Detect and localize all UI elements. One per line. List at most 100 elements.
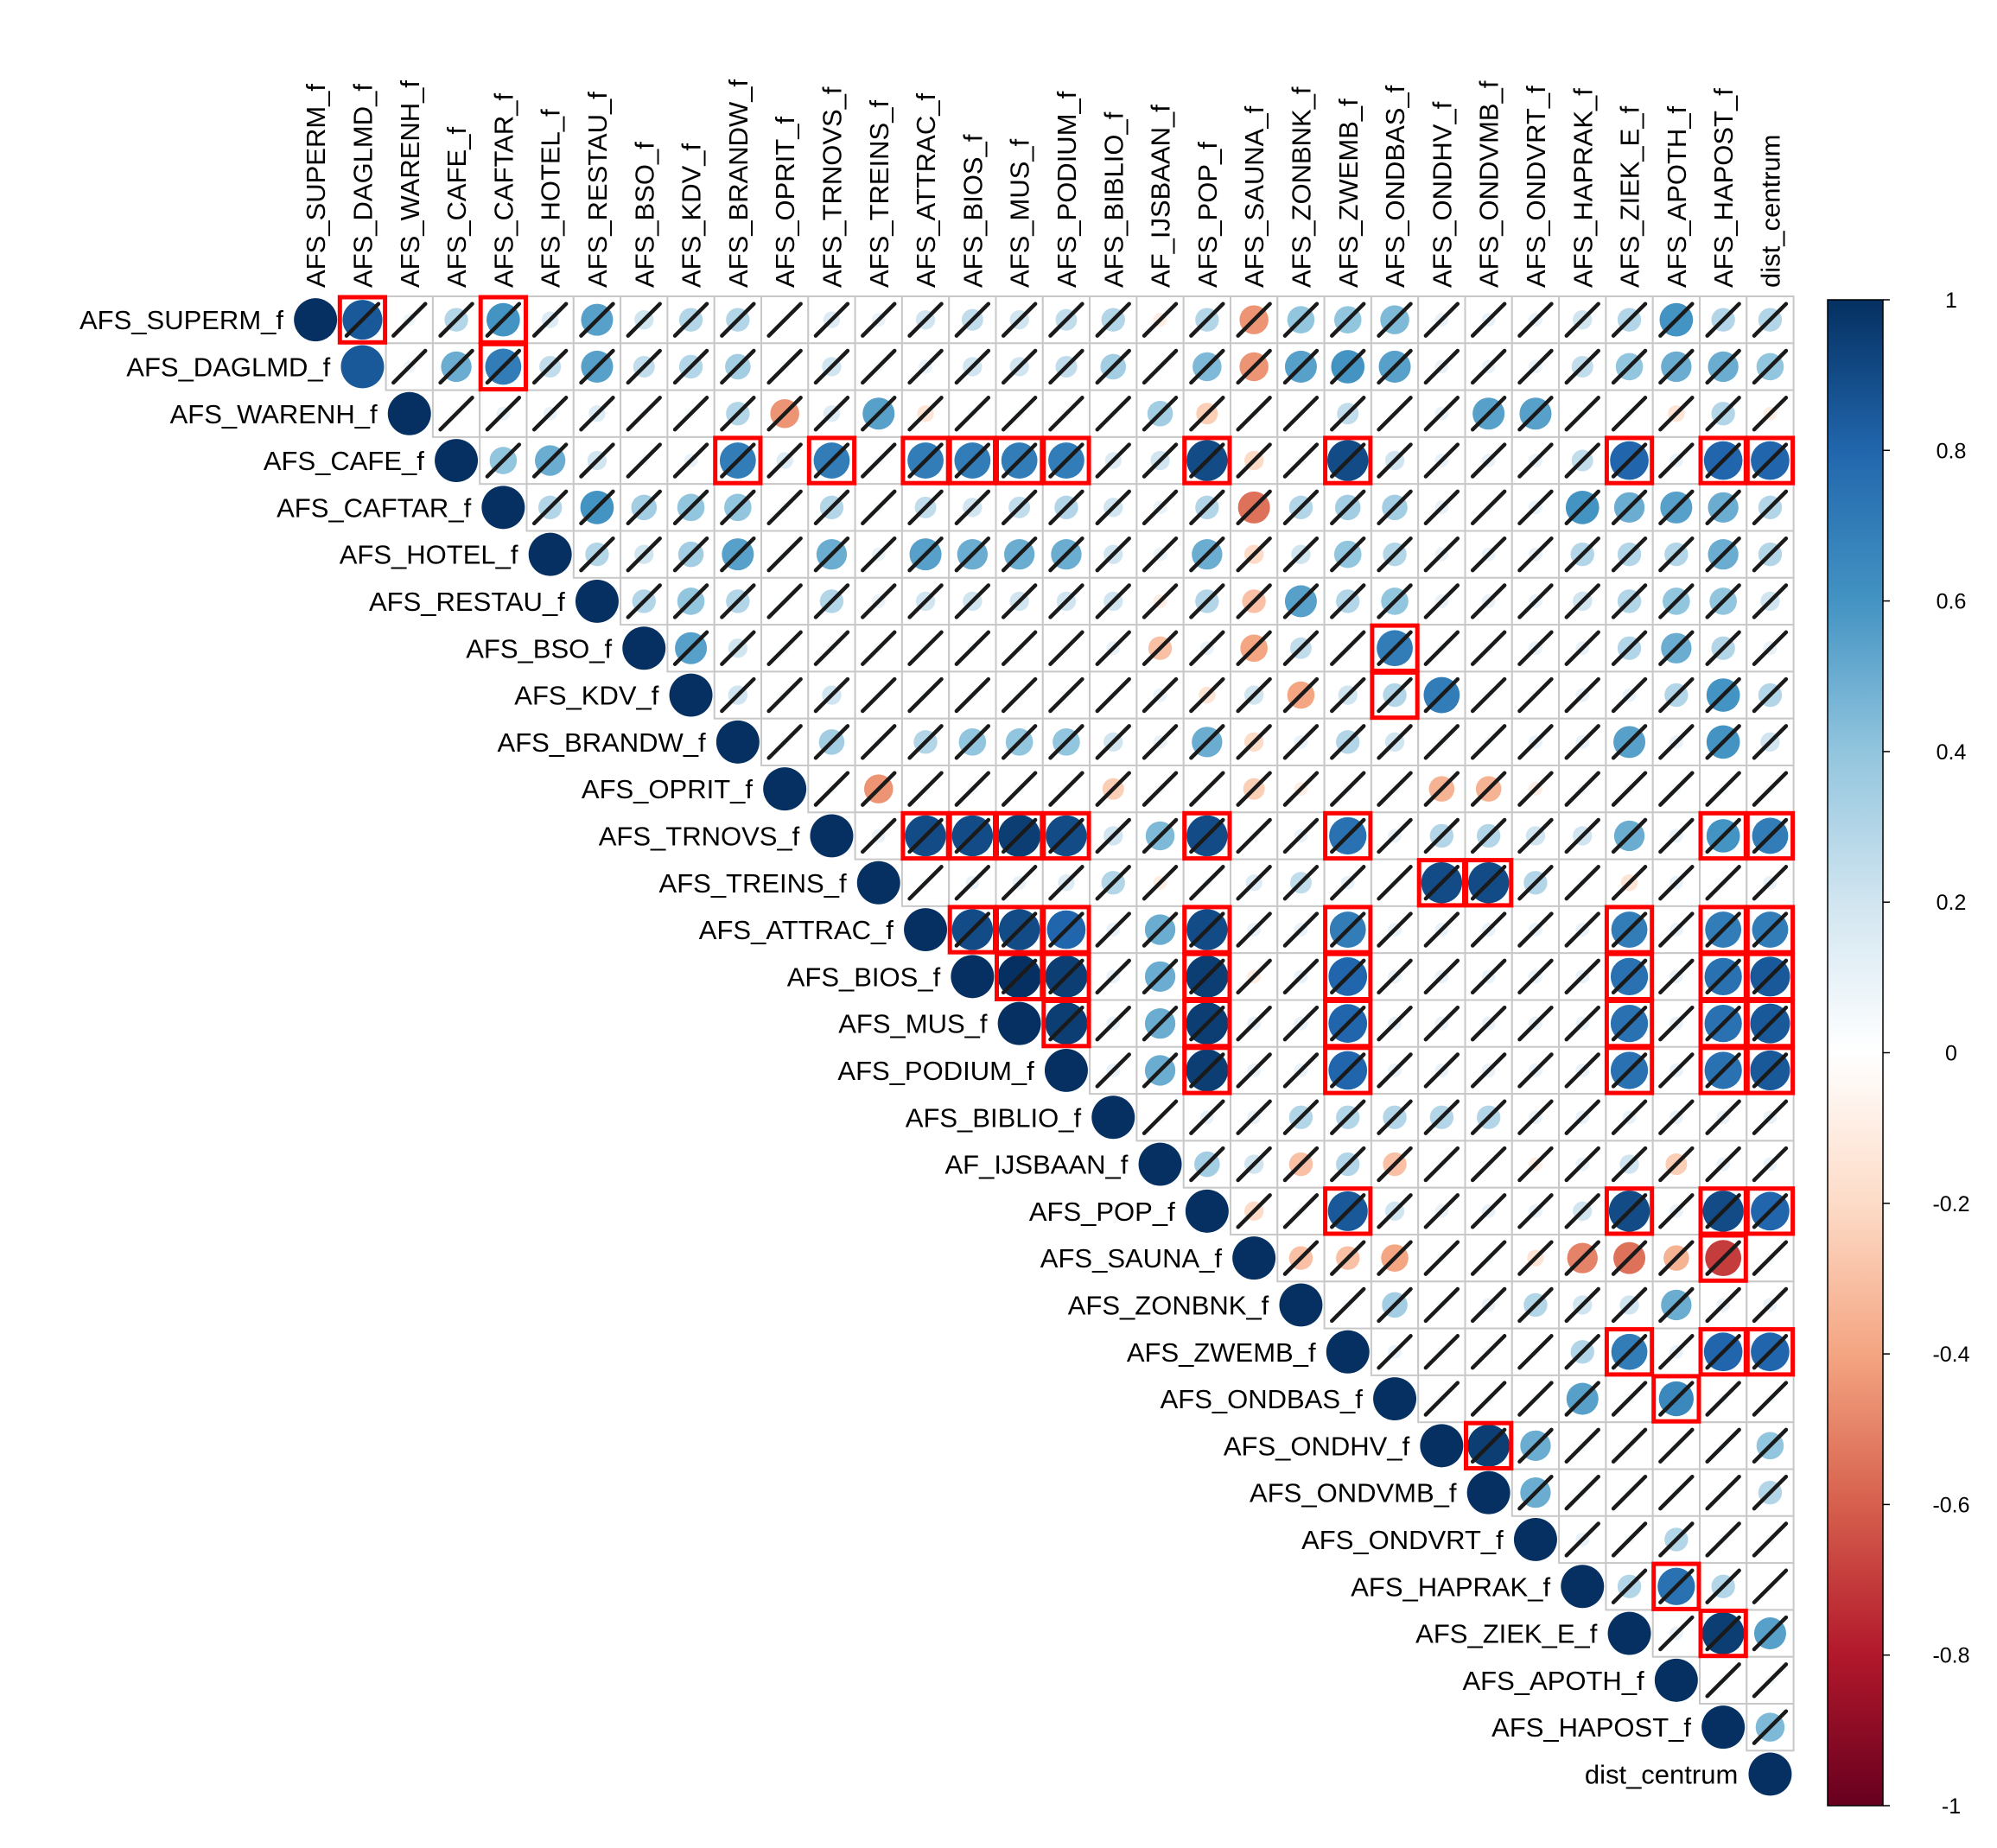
cross-mark (1095, 489, 1131, 526)
cross-mark (1658, 817, 1695, 854)
cross-mark (626, 489, 662, 526)
cross-mark (954, 911, 991, 948)
highlight-box (1745, 1045, 1796, 1095)
cross-mark (1752, 1286, 1789, 1324)
cross-mark (813, 583, 850, 619)
cross-mark (861, 724, 897, 760)
cross-mark (954, 302, 991, 338)
cross-mark (1423, 958, 1460, 995)
cross-mark (1517, 1146, 1554, 1183)
cross-mark (1189, 302, 1225, 338)
cross-mark (1470, 724, 1507, 760)
cross-mark (720, 348, 756, 385)
cross-mark (1752, 489, 1789, 526)
cross-mark (1611, 630, 1648, 666)
cross-mark (438, 348, 474, 385)
cross-mark (1470, 630, 1507, 666)
cross-mark (1236, 583, 1272, 619)
row-label: AFS_SUPERM_f (79, 305, 283, 335)
cross-mark (1330, 489, 1366, 526)
row-label: AFS_SAUNA_f (1040, 1243, 1223, 1273)
cross-mark (1282, 865, 1320, 901)
cross-mark (626, 583, 662, 619)
cross-mark (954, 865, 991, 901)
cross-mark (1142, 911, 1179, 948)
cross-mark (813, 396, 850, 432)
cross-mark (1470, 865, 1507, 901)
column-label: AFS_ONDVMB_f (1474, 80, 1504, 288)
cross-mark (1423, 1193, 1460, 1229)
cross-mark (1377, 817, 1413, 854)
cross-mark (1564, 1427, 1600, 1464)
cross-mark (1470, 911, 1507, 948)
cross-mark (1330, 724, 1366, 760)
cross-mark (1142, 302, 1179, 338)
cross-mark (1189, 724, 1225, 760)
cross-mark (1564, 1240, 1600, 1276)
cross-mark (1752, 1005, 1789, 1042)
cross-mark (1752, 630, 1789, 666)
cross-mark (1658, 1381, 1695, 1417)
row-label: AFS_PODIUM_f (837, 1056, 1034, 1086)
cross-mark (1752, 1615, 1789, 1652)
cross-mark (1470, 1240, 1507, 1276)
column-label: AFS_ONDBAS_f (1380, 85, 1410, 288)
cross-mark (1189, 348, 1225, 385)
cross-mark (1377, 442, 1413, 479)
cross-mark (1705, 1146, 1741, 1183)
cross-mark (1095, 724, 1131, 760)
cross-mark (1377, 1240, 1413, 1276)
cross-mark (1048, 724, 1084, 760)
row-label: AFS_BSO_f (466, 633, 612, 664)
column-label: AFS_TRNOVS_f (817, 86, 847, 288)
cross-mark (1236, 865, 1272, 901)
cross-mark (1423, 536, 1460, 573)
row-label: dist_centrum (1585, 1759, 1738, 1789)
cross-mark (531, 489, 569, 526)
cross-mark (1423, 348, 1460, 385)
cross-mark (1611, 724, 1648, 760)
column-label: AFS_POP_f (1192, 142, 1223, 288)
cross-mark (1001, 630, 1038, 666)
cross-mark (1752, 536, 1789, 573)
cross-mark (626, 302, 662, 338)
cross-mark (1705, 911, 1741, 948)
cross-mark (1377, 1286, 1413, 1324)
cross-mark (1658, 1052, 1695, 1089)
cross-mark (1517, 1381, 1554, 1417)
highlight-box (1323, 1045, 1373, 1095)
cross-mark (626, 396, 662, 432)
correlation-circle (1373, 1377, 1417, 1421)
cross-mark (1048, 396, 1084, 432)
cross-mark (1095, 348, 1131, 385)
cross-mark (1517, 1334, 1554, 1370)
cross-mark (1282, 1240, 1320, 1276)
highlight-box (1698, 1608, 1748, 1659)
cross-mark (1564, 1474, 1600, 1511)
cross-mark (1377, 865, 1413, 901)
row-label: AFS_HOTEL_f (340, 540, 518, 570)
cross-mark (1658, 1193, 1695, 1229)
cross-mark (1377, 1146, 1413, 1183)
cross-mark (1470, 348, 1507, 385)
cross-mark (1611, 771, 1648, 807)
cross-mark (1658, 1521, 1695, 1558)
cross-mark (1001, 442, 1038, 479)
cross-mark (1189, 1099, 1225, 1135)
cross-mark (1752, 1146, 1789, 1183)
cross-mark (1470, 489, 1507, 526)
cross-mark (1095, 676, 1131, 714)
correlation-circle (856, 860, 900, 905)
highlight-box (1182, 1045, 1232, 1095)
cross-mark (1752, 1099, 1789, 1135)
cross-mark (1611, 348, 1648, 385)
cross-mark (1470, 817, 1507, 854)
cross-mark (1752, 1521, 1789, 1558)
cross-mark (720, 396, 756, 432)
cross-mark (1517, 630, 1554, 666)
row-label: AFS_OPRIT_f (582, 774, 753, 804)
cross-mark (1189, 396, 1225, 432)
cross-mark (1282, 396, 1320, 432)
cross-mark (579, 396, 615, 432)
colorbar-tick-label: -0.4 (1932, 1343, 1969, 1367)
